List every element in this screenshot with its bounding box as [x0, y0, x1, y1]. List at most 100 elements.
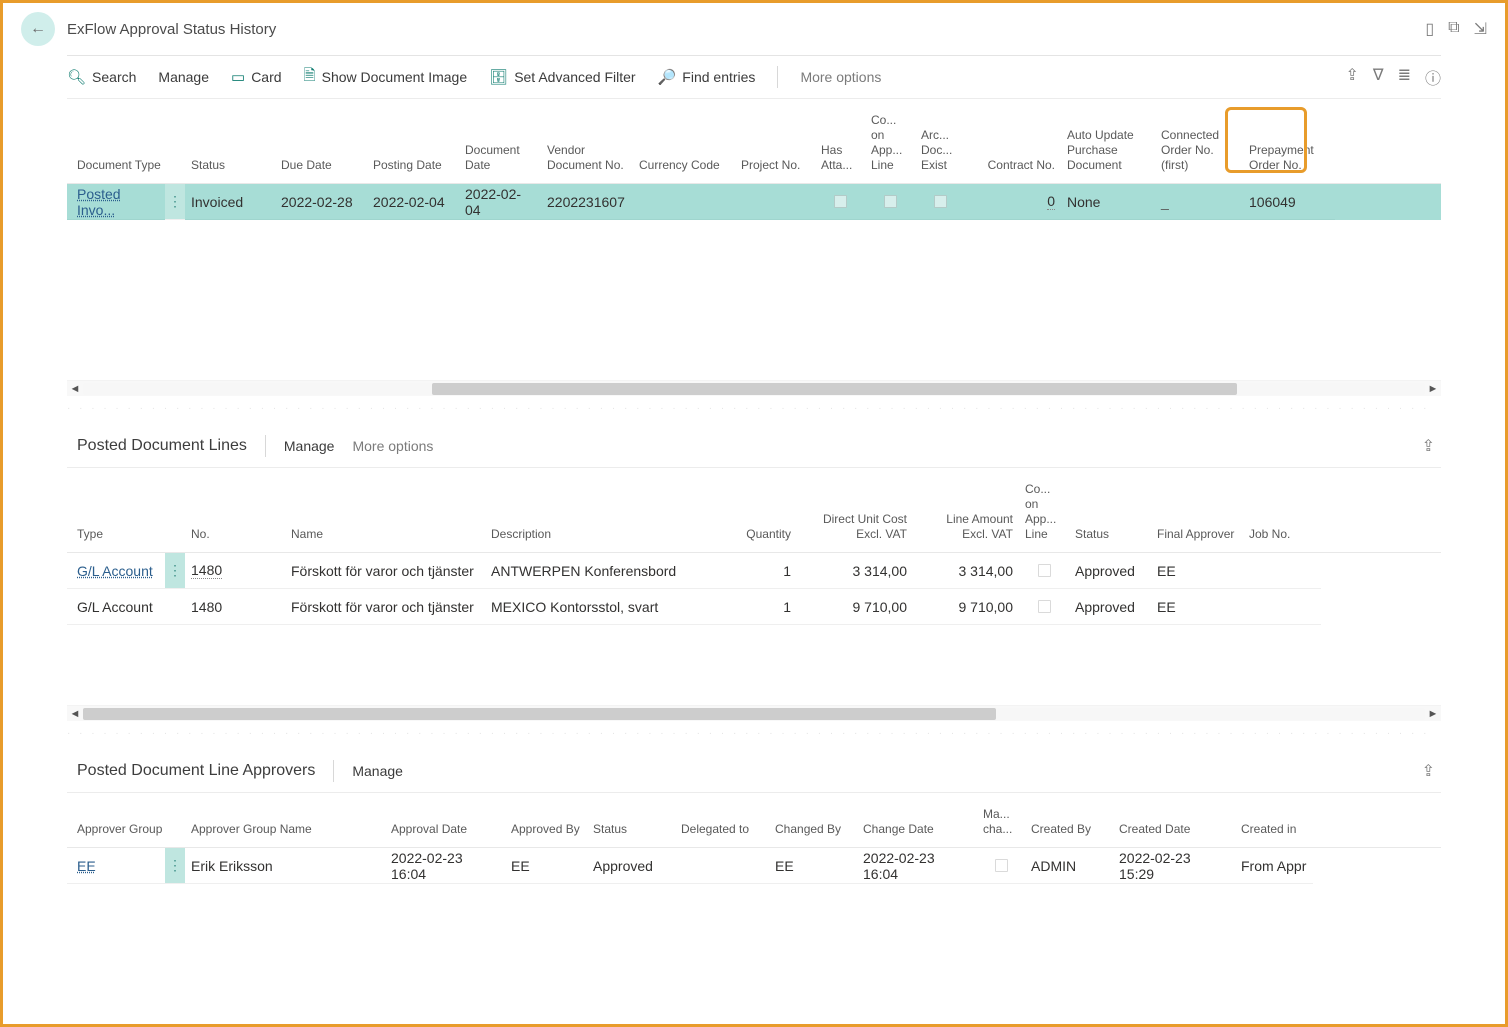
card-action[interactable]: ▭ Card — [231, 68, 282, 86]
cell-name: Förskott för varor och tjänster — [285, 553, 485, 589]
manage-menu[interactable]: Manage — [352, 763, 403, 779]
more-options-menu[interactable]: More options — [800, 69, 881, 85]
cell-currency-code — [633, 184, 735, 220]
filter-icon[interactable]: ∇ — [1373, 65, 1384, 89]
grid-header: Approver Group Approver Group Name Appro… — [67, 793, 1441, 848]
col-name[interactable]: Name — [285, 468, 485, 552]
col-created-in[interactable]: Created in — [1235, 793, 1313, 847]
col-approved-by[interactable]: Approved By — [505, 793, 587, 847]
scroll-track[interactable] — [83, 383, 1425, 395]
share-icon[interactable]: ⇪ — [1345, 65, 1358, 89]
doc-type-link[interactable]: Posted Invo... — [77, 186, 159, 218]
col-vendor-doc-no[interactable]: Vendor Document No. — [541, 99, 633, 183]
contract-no-link[interactable]: 0 — [1047, 193, 1055, 210]
cell-line-amount: 3 314,00 — [913, 553, 1019, 589]
col-arc-doc-exist[interactable]: Arc... Doc... Exist — [915, 99, 965, 183]
scroll-left-icon[interactable]: ◄ — [67, 383, 83, 395]
main-grid: Document Type Status Due Date Posting Da… — [67, 99, 1441, 380]
document-image-icon: 🗎 — [304, 65, 316, 90]
manage-menu[interactable]: Manage — [284, 438, 335, 454]
bookmark-icon[interactable]: ▯ — [1425, 19, 1434, 39]
table-row[interactable]: Posted Invo... ⋮ Invoiced 2022-02-28 202… — [67, 184, 1441, 220]
col-created-date[interactable]: Created Date — [1113, 793, 1235, 847]
col-quantity[interactable]: Quantity — [719, 468, 797, 552]
row-actions-menu[interactable]: ⋮ — [165, 848, 185, 884]
col-co-app-line[interactable]: Co... on App... Line — [1019, 468, 1069, 552]
horizontal-scrollbar[interactable]: ◄ ► — [67, 380, 1441, 396]
manage-menu[interactable]: Manage — [158, 69, 209, 85]
more-options-menu[interactable]: More options — [352, 438, 433, 454]
col-direct-unit-cost[interactable]: Direct Unit Cost Excl. VAT — [797, 468, 913, 552]
col-auto-update[interactable]: Auto Update Purchase Document — [1061, 99, 1155, 183]
posted-document-line-approvers-header: Posted Document Line Approvers Manage ⇪ — [67, 749, 1441, 793]
col-change-date[interactable]: Change Date — [857, 793, 977, 847]
advanced-filter-icon: 🗄 — [489, 68, 508, 86]
cell-connected-order: _ — [1161, 194, 1169, 210]
col-created-by[interactable]: Created By — [1025, 793, 1113, 847]
scroll-right-icon[interactable]: ► — [1425, 383, 1441, 395]
cell-status: Approved — [587, 848, 675, 884]
type-link[interactable]: G/L Account — [77, 563, 153, 579]
scroll-right-icon[interactable]: ► — [1425, 708, 1441, 720]
col-delegated-to[interactable]: Delegated to — [675, 793, 769, 847]
cell-created-by: ADMIN — [1025, 848, 1113, 884]
col-document-type[interactable]: Document Type — [67, 99, 185, 183]
col-co-app-line[interactable]: Co... on App... Line — [865, 99, 915, 183]
col-posting-date[interactable]: Posting Date — [367, 99, 459, 183]
scroll-track[interactable] — [83, 708, 1425, 720]
col-contract-no[interactable]: Contract No. — [965, 99, 1061, 183]
col-ma-cha[interactable]: Ma... cha... — [977, 793, 1025, 847]
cell-line-amount: 9 710,00 — [913, 589, 1019, 625]
col-approver-group-name[interactable]: Approver Group Name — [185, 793, 385, 847]
col-no[interactable]: No. — [185, 468, 285, 552]
col-connected-order[interactable]: Connected Order No. (first) — [1155, 99, 1243, 183]
col-prepayment-order[interactable]: Prepayment Order No. — [1243, 99, 1335, 183]
show-document-image-action[interactable]: 🗎 Show Document Image — [304, 65, 468, 90]
cell-co-app-line — [1019, 553, 1069, 589]
horizontal-scrollbar[interactable]: ◄ ► — [67, 705, 1441, 721]
info-icon[interactable]: ⓘ — [1425, 65, 1441, 89]
scroll-thumb[interactable] — [432, 383, 1237, 395]
col-project-no[interactable]: Project No. — [735, 99, 815, 183]
no-link[interactable]: 1480 — [191, 562, 222, 579]
cell-prepayment-order: 106049 — [1243, 184, 1335, 220]
cell-status: Invoiced — [185, 184, 275, 220]
approver-group-link[interactable]: EE — [77, 858, 96, 874]
col-approval-date[interactable]: Approval Date — [385, 793, 505, 847]
col-status[interactable]: Status — [185, 99, 275, 183]
popout-icon[interactable]: ⧉ — [1448, 19, 1459, 39]
table-row[interactable]: G/L Account ⋮ 1480 Förskott för varor oc… — [67, 553, 1441, 589]
list-view-icon[interactable]: ≣ — [1398, 65, 1411, 89]
col-job-no[interactable]: Job No. — [1243, 468, 1321, 552]
find-entries-action[interactable]: 🔎 Find entries — [658, 68, 756, 86]
scroll-left-icon[interactable]: ◄ — [67, 708, 83, 720]
cell-changed-by: EE — [769, 848, 857, 884]
collapse-icon[interactable]: ⇲ — [1474, 19, 1487, 39]
search-action[interactable]: 🔍︎ Search — [67, 68, 136, 86]
table-row[interactable]: EE ⋮ Erik Eriksson 2022-02-23 16:04 EE A… — [67, 848, 1441, 884]
col-currency-code[interactable]: Currency Code — [633, 99, 735, 183]
cell-due-date: 2022-02-28 — [275, 184, 367, 220]
col-has-atta[interactable]: Has Atta... — [815, 99, 865, 183]
col-line-amount[interactable]: Line Amount Excl. VAT — [913, 468, 1019, 552]
row-actions-menu[interactable]: ⋮ — [165, 553, 185, 589]
row-actions-menu[interactable]: ⋮ — [165, 184, 185, 220]
col-final-approver[interactable]: Final Approver — [1151, 468, 1243, 552]
set-advanced-filter-action[interactable]: 🗄 Set Advanced Filter — [489, 68, 635, 86]
col-document-date[interactable]: Document Date — [459, 99, 541, 183]
table-row[interactable]: G/L Account 1480 Förskott för varor och … — [67, 589, 1441, 625]
back-button[interactable]: ← — [21, 12, 55, 46]
col-status[interactable]: Status — [587, 793, 675, 847]
checkbox-icon — [834, 195, 847, 208]
cell-no: 1480 — [185, 589, 285, 625]
col-approver-group[interactable]: Approver Group — [67, 793, 185, 847]
col-status[interactable]: Status — [1069, 468, 1151, 552]
share-icon[interactable]: ⇪ — [1422, 761, 1441, 781]
scroll-thumb[interactable] — [83, 708, 996, 720]
share-icon[interactable]: ⇪ — [1422, 436, 1441, 456]
col-changed-by[interactable]: Changed By — [769, 793, 857, 847]
col-type[interactable]: Type — [67, 468, 185, 552]
col-due-date[interactable]: Due Date — [275, 99, 367, 183]
col-description[interactable]: Description — [485, 468, 719, 552]
cell-direct-unit-cost: 9 710,00 — [797, 589, 913, 625]
